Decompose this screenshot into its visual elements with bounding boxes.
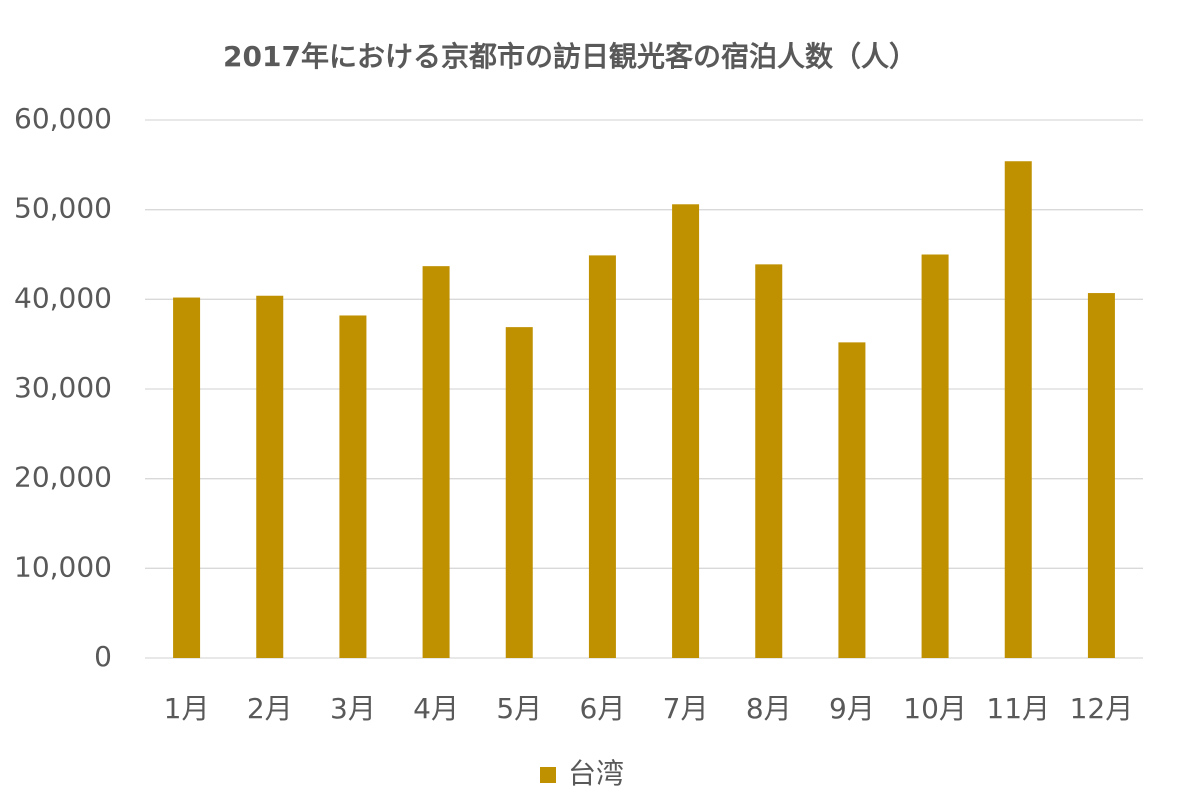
y-tick-label: 50,000	[14, 192, 112, 225]
y-tick-label: 30,000	[14, 371, 112, 404]
bar	[339, 315, 367, 658]
x-tick-label: 4月	[413, 692, 459, 725]
bar	[672, 204, 700, 658]
y-tick-label: 10,000	[14, 550, 112, 583]
bar	[1087, 293, 1115, 658]
x-tick-label: 7月	[663, 692, 709, 725]
bar	[505, 327, 533, 658]
bar	[838, 342, 866, 658]
x-tick-label: 1月	[164, 692, 210, 725]
x-tick-label: 8月	[746, 692, 792, 725]
bar	[256, 295, 284, 658]
chart-title: 2017年における京都市の訪日観光客の宿泊人数（人）	[223, 40, 917, 73]
x-tick-label: 6月	[580, 692, 626, 725]
legend-swatch	[540, 767, 556, 783]
x-tick-label: 2月	[247, 692, 293, 725]
bar	[588, 255, 616, 658]
bar	[173, 297, 201, 658]
x-tick-label: 3月	[330, 692, 376, 725]
bar	[1004, 161, 1032, 658]
x-tick-label: 11月	[986, 692, 1050, 725]
y-tick-label: 40,000	[14, 281, 112, 314]
y-tick-label: 0	[94, 640, 112, 673]
x-tick-label: 12月	[1070, 692, 1134, 725]
x-tick-label: 10月	[903, 692, 967, 725]
bar	[755, 264, 783, 658]
y-tick-label: 60,000	[14, 102, 112, 135]
legend-label: 台湾	[568, 757, 624, 790]
bar	[921, 254, 949, 658]
bar	[422, 266, 450, 658]
x-tick-label: 5月	[496, 692, 542, 725]
y-tick-label: 20,000	[14, 461, 112, 494]
x-tick-label: 9月	[829, 692, 875, 725]
